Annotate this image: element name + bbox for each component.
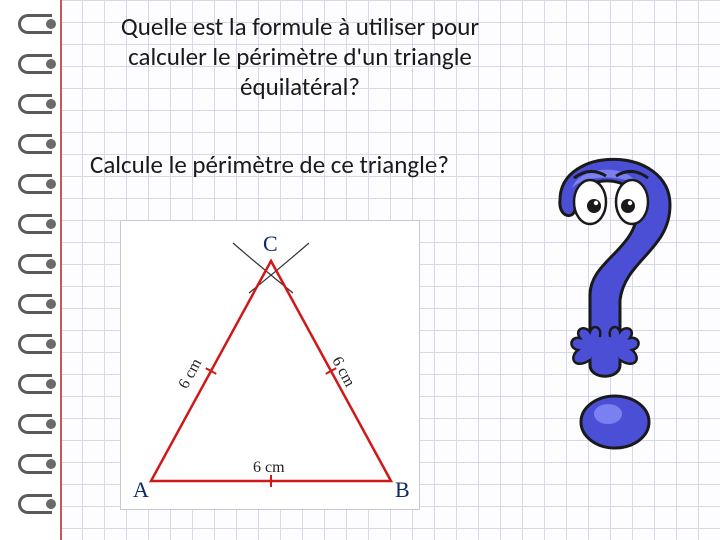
question-mark-character [520,110,710,460]
vertex-b-label: B [395,477,410,503]
question-text-1: Quelle est la formule à utiliser pour ca… [100,12,500,102]
question-text-2: Calcule le périmètre de ce triangle? [90,150,510,180]
spiral-binding [0,0,60,540]
margin-line [60,0,62,540]
vertex-a-label: A [133,477,149,503]
triangle-diagram: A B C 6 cm 6 cm 6 cm [120,220,420,510]
vertex-c-label: C [263,231,278,257]
side-ab-label: 6 cm [253,459,285,477]
